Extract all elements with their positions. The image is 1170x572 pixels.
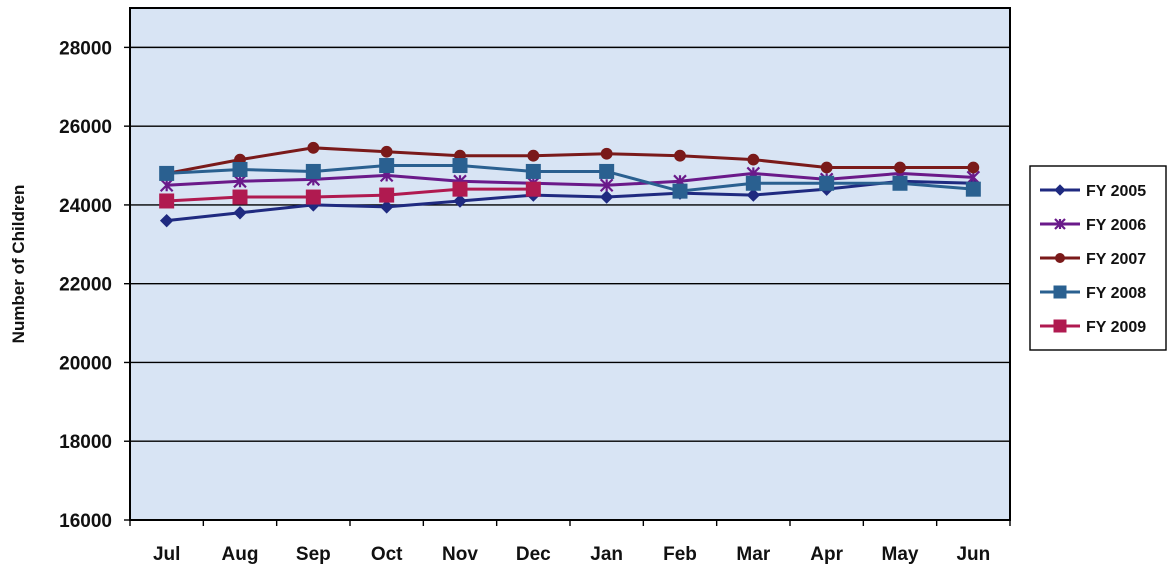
x-tick-label: Sep [296,544,331,565]
data-point [1054,184,1066,196]
y-tick-label: 16000 [59,511,112,532]
gridlines [124,46,1011,526]
y-tick-label: 24000 [59,196,112,217]
data-point [1054,218,1066,230]
data-point [452,181,468,197]
x-tick-label: Dec [516,544,551,565]
data-point [452,158,468,174]
legend-label: FY 2006 [1086,217,1146,234]
series-line [166,187,534,203]
data-point [967,161,980,174]
data-point [379,187,395,203]
data-point [232,161,248,177]
y-tick-label: 26000 [59,117,112,138]
data-point [820,161,833,174]
data-point [599,178,614,193]
y-tick-label: 28000 [59,38,112,59]
series-4 [159,158,981,199]
data-point [380,145,393,158]
data-point [307,141,320,154]
data-point [672,183,688,199]
data-point [379,158,395,174]
series-3 [160,141,980,180]
x-tick-label: Mar [736,544,770,565]
data-point [894,161,906,174]
x-tick-label: Feb [663,544,697,565]
data-point [1055,253,1065,263]
x-tick-label: Nov [442,544,478,565]
data-point [233,174,247,189]
data-point [379,200,394,214]
data-point [453,194,467,208]
legend: FY 2005 FY 2006 FY 2007 FY 2008 FY 2009 [1029,165,1167,351]
data-point [159,178,174,193]
data-point [159,165,175,181]
series-line [166,179,974,223]
data-point [599,190,614,204]
legend-label: FY 2005 [1086,183,1146,200]
data-point [232,189,248,205]
legend-item: FY 2008 [1040,285,1146,302]
series-5 [159,181,541,209]
data-point [525,163,541,179]
x-tick-label: Oct [371,544,403,565]
data-point [746,188,761,202]
x-tick-label: Apr [810,544,843,565]
legend-label: FY 2007 [1086,251,1146,268]
data-point [745,175,761,191]
y-tick-label: 20000 [59,353,112,374]
series-lines [159,141,981,228]
x-tick-label: Jan [590,544,623,565]
data-point [305,189,321,205]
y-tick-labels: 16000 18000 20000 22000 24000 26000 28000 [59,38,112,532]
data-point [159,193,175,209]
legend-label: FY 2009 [1086,319,1146,336]
series-line [166,164,974,193]
legend-item: FY 2006 [1040,217,1146,234]
legend-label: FY 2008 [1086,285,1146,302]
data-point [892,175,908,191]
x-tick-label: Jun [956,544,990,565]
legend-item: FY 2009 [1040,319,1146,336]
x-tick-labels: Jul Aug Sep Oct Nov Dec Jan Feb Mar Apr May Jun [153,544,990,565]
x-tick-label: Aug [222,544,259,565]
series-line [166,146,974,175]
data-point [233,206,247,220]
series-line [166,171,974,187]
data-point [159,213,174,228]
x-tick-label: May [882,544,919,565]
data-point [1053,285,1067,299]
data-point [747,153,760,166]
x-tick-label: Jul [153,544,180,565]
data-point [819,175,835,191]
data-point [525,181,541,197]
data-point [1053,319,1067,333]
legend-item: FY 2007 [1040,251,1146,268]
data-point [674,149,686,162]
data-point [527,149,540,162]
legend-item: FY 2005 [1040,183,1146,200]
plot-background [129,7,1011,521]
data-point [599,163,615,179]
data-point [305,163,321,179]
data-point [965,181,981,197]
y-tick-label: 22000 [59,275,112,296]
y-tick-label: 18000 [59,432,112,453]
data-point [600,147,613,160]
y-axis-label: Number of Children [9,185,28,344]
